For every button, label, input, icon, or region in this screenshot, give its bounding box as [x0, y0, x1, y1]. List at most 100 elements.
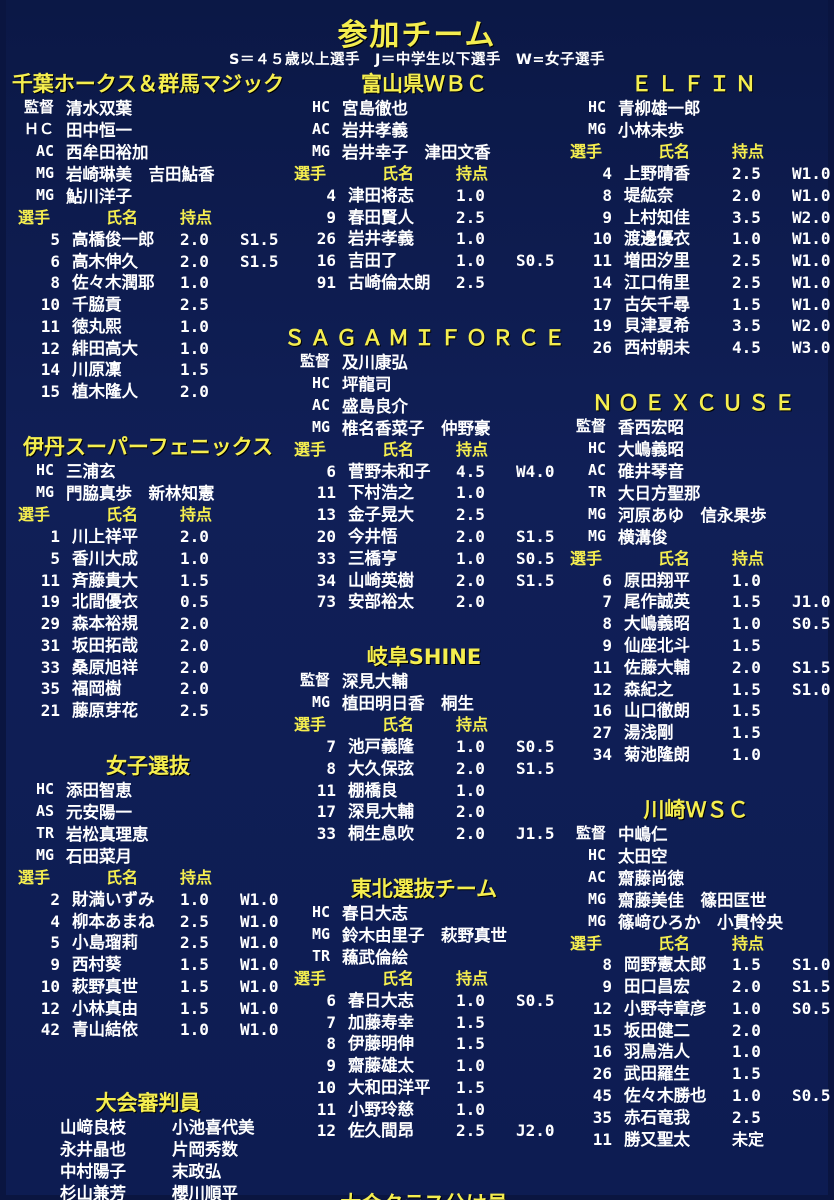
- player-name: 高橋俊一郎: [72, 229, 155, 249]
- player-points: 2.0: [732, 657, 761, 677]
- player-name: 小島瑠莉: [72, 933, 138, 953]
- player-points: 1.5: [732, 701, 761, 721]
- player-name: 川上祥平: [72, 526, 138, 546]
- player-name: 大久保弦: [348, 758, 414, 778]
- table-header-row: 選手 氏名 持点: [284, 715, 564, 736]
- staff-role: 監督: [23, 98, 54, 117]
- player-name: 三橋亨: [348, 548, 398, 568]
- staff-row: MG 植田明日香 桐生: [284, 693, 564, 715]
- player-number: 11: [40, 316, 60, 336]
- player-points: 2.0: [180, 251, 209, 271]
- staff-role: MG: [587, 526, 606, 545]
- player-number: 12: [40, 998, 60, 1018]
- staff-name: 坪龍司: [342, 375, 392, 395]
- column-header-number: 選手: [293, 715, 326, 735]
- staff-name: 門脇真歩 新林知憲: [66, 484, 215, 504]
- staff-row: MG 鈴木由里子 萩野真世: [284, 925, 564, 947]
- player-number: 9: [326, 1056, 336, 1076]
- team-block: ＥＬＦＩＮ HC 青柳雄一郎 MG 小林未歩 選手 氏名 持点 4 上野晴香 2.5 W1.0 8 堤紘奈…: [560, 70, 832, 359]
- table-header-row: 選手 氏名 持点: [8, 208, 288, 229]
- team-block: 女子選抜 HC 添田智恵 AS 元安陽一 TR 岩松真理恵 MG 石田菜月 選手 氏名 持点 2 財満いず…: [8, 752, 288, 1041]
- player-number: 33: [316, 548, 336, 568]
- player-name: 羽鳥浩人: [624, 1042, 690, 1062]
- table-row: 6 菅野未和子 4.5 W4.0: [284, 461, 564, 483]
- team-block: 川崎ＷＳＣ 監督 中嶋仁 HC 太田空 AC 齋藤尚徳 MG 齋藤美佳 篠田匡世 MG 篠﨑ひろか …: [560, 796, 832, 1151]
- table-row: 11 下村浩之 1.0: [284, 482, 564, 504]
- player-classification: W1.0: [240, 998, 279, 1018]
- staff-row: HC 坪龍司: [284, 374, 564, 396]
- table-row: 10 萩野真世 1.5 W1.0: [8, 976, 288, 998]
- table-row: 9 春田賢人 2.5: [284, 207, 564, 229]
- player-name: 千脇貢: [72, 295, 122, 315]
- player-name: 小林真由: [72, 998, 138, 1018]
- player-classification: S0.5: [792, 614, 831, 634]
- staff-row: AC 盛島良介: [284, 396, 564, 418]
- player-points: 1.0: [456, 251, 485, 271]
- table-row: 6 原田翔平 1.0: [560, 570, 832, 592]
- table-header-row: 選手 氏名 持点: [8, 505, 288, 526]
- player-classification: S1.5: [792, 977, 831, 997]
- column-header-name: 氏名: [381, 969, 414, 989]
- staff-row: MG 齋藤美佳 篠田匡世: [560, 890, 832, 912]
- staff-row: MG 河原あゆ 信永果歩: [560, 505, 832, 527]
- staff-name: 齋藤尚徳: [618, 868, 684, 888]
- player-classification: J1.5: [516, 824, 555, 844]
- player-number: 26: [316, 229, 336, 249]
- player-points: 1.0: [456, 780, 485, 800]
- player-classification: S1.5: [240, 251, 279, 271]
- table-header-row: 選手 氏名 持点: [284, 164, 564, 185]
- staff-role: AC: [587, 461, 606, 480]
- player-name: 植木隆人: [72, 382, 138, 402]
- table-row: 9 上村知佳 3.5 W2.0: [560, 207, 832, 229]
- table-row: 9 仙座北斗 1.5: [560, 635, 832, 657]
- staff-name: 岩井孝義: [342, 121, 408, 141]
- player-name: 岩井孝義: [348, 229, 414, 249]
- team-name: 伊丹スーパーフェニックス: [23, 434, 273, 459]
- staff-role: 監督: [575, 823, 606, 842]
- team-block: ＮＯＥＸＣＵＳＥ 監督 香西宏昭 HC 大嶋義昭 AC 碓井琴音 TR 大日方聖那 MG 河原あゆ …: [560, 389, 832, 766]
- staff-name: 添田智恵: [66, 781, 132, 801]
- player-number: 10: [592, 229, 612, 249]
- player-name: 佐藤大輔: [624, 657, 690, 677]
- player-name: 齋藤雄太: [348, 1056, 414, 1076]
- table-row: 11 棚橋良 1.0: [284, 780, 564, 802]
- staff-role: HC: [311, 374, 330, 393]
- section-title: 大会クラス分け員: [284, 1190, 564, 1200]
- column-header-name: 氏名: [381, 715, 414, 735]
- player-points: 2.5: [456, 207, 485, 227]
- staff-row: MG 小林未歩: [560, 120, 832, 142]
- player-points: 1.0: [456, 737, 485, 757]
- team-name: 岐阜SHINE: [366, 645, 482, 670]
- player-number: 8: [326, 758, 336, 778]
- player-number: 9: [602, 635, 612, 655]
- player-name: 湯浅剛: [624, 723, 674, 743]
- table-row: 91 古崎倫太朗 2.5: [284, 272, 564, 294]
- team-block: 千葉ホークス＆群馬マジック 監督 清水双葉 ＨＣ 田中恒一 AC 西牟田裕加 MG 岩崎琳美 吉…: [8, 70, 288, 403]
- player-points: 2.0: [180, 679, 209, 699]
- player-name: 江口侑里: [624, 272, 690, 292]
- table-row: 10 大和田洋平 1.5: [284, 1077, 564, 1099]
- player-number: 6: [602, 570, 612, 590]
- player-classification: W1.0: [792, 272, 831, 292]
- player-number: 11: [316, 1099, 336, 1119]
- player-name: 池戸義隆: [348, 737, 414, 757]
- staff-name: 元安陽一: [66, 803, 132, 823]
- staff-name: 中嶋仁: [618, 824, 668, 844]
- player-name: 桐生息吹: [348, 824, 414, 844]
- player-classification: S1.5: [516, 526, 555, 546]
- player-classification: W1.0: [792, 251, 831, 271]
- table-row: 12 小野寺章彦 1.0 S0.5: [560, 998, 832, 1020]
- player-number: 19: [592, 316, 612, 336]
- player-points: 2.0: [180, 382, 209, 402]
- table-row: 6 高木伸久 2.0 S1.5: [8, 251, 288, 273]
- staff-role: MG: [587, 911, 606, 930]
- player-number: 31: [40, 635, 60, 655]
- player-classification: S0.5: [792, 1085, 831, 1105]
- player-name: 森本裕規: [72, 614, 138, 634]
- column-header-points: 持点: [180, 505, 213, 525]
- player-number: 5: [50, 548, 60, 568]
- player-points: 1.0: [456, 229, 485, 249]
- column-middle: 富山県ＷＢＣ HC 宮島徹也 AC 岩井孝義 MG 岩井幸子 津田文香 選手 氏名 持点 4 津田将志…: [284, 70, 565, 1200]
- player-points: 2.0: [456, 570, 485, 590]
- player-number: 16: [592, 701, 612, 721]
